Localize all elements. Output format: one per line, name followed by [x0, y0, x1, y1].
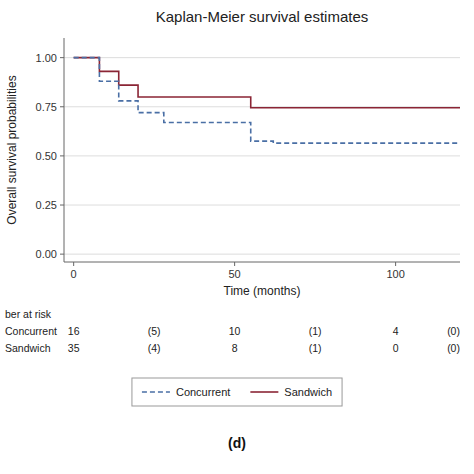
- y-tick: [60, 205, 64, 206]
- subtitle: (d): [228, 435, 246, 451]
- legend: Concurrent Sandwich: [132, 378, 342, 406]
- y-tick-label: 1.00: [36, 52, 57, 64]
- risk-value: 4: [393, 325, 399, 337]
- x-axis-line: [64, 262, 460, 263]
- x-tick: [395, 262, 396, 266]
- y-axis-line: [64, 38, 65, 262]
- risk-value: 35: [68, 342, 80, 354]
- risk-value: (1): [309, 342, 322, 354]
- risk-row-label: Concurrent: [5, 325, 57, 337]
- y-tick: [60, 106, 64, 107]
- risk-value: 16: [68, 325, 80, 337]
- grid-line: [64, 155, 460, 156]
- x-tick: [73, 262, 74, 266]
- grid-line: [64, 254, 460, 255]
- y-tick-label: 0.25: [36, 199, 57, 211]
- legend-box: [132, 378, 342, 406]
- y-tick-label: 0.75: [36, 101, 57, 113]
- grid: [64, 58, 460, 254]
- y-tick-label: 0.50: [36, 150, 57, 162]
- risk-value: (0): [447, 325, 460, 337]
- title: Kaplan-Meier survival estimates: [156, 8, 369, 25]
- risk-row-label: Sandwich: [5, 342, 51, 354]
- survival-line: [74, 58, 460, 108]
- risk-value: (5): [148, 325, 161, 337]
- y-tick-label: 0.00: [36, 248, 57, 260]
- risk-value: 0: [393, 342, 399, 354]
- risk-value: (1): [309, 325, 322, 337]
- y-tick: [60, 155, 64, 156]
- risk-value: (4): [148, 342, 161, 354]
- legend-swatch: [250, 391, 278, 393]
- series-group: [74, 58, 460, 143]
- x-tick-label: 0: [71, 268, 77, 280]
- survival-line: [74, 58, 460, 143]
- x-tick-label: 100: [386, 268, 404, 280]
- risk-value: (0): [447, 342, 460, 354]
- risk-header: ber at risk: [5, 308, 52, 320]
- x-tick-label: 50: [229, 268, 241, 280]
- chart: Kaplan-Meier survival estimates 0.00 0.25 0…: [0, 0, 474, 474]
- risk-value: 10: [229, 325, 241, 337]
- y-tick: [60, 254, 64, 255]
- legend-label: Concurrent: [176, 386, 230, 398]
- legend-label: Sandwich: [284, 386, 332, 398]
- y-tick: [60, 57, 64, 58]
- risk-value: 8: [232, 342, 238, 354]
- y-axis-label: Overall survival probabilities: [5, 75, 19, 224]
- grid-line: [64, 205, 460, 206]
- x-axis-label: Time (months): [224, 284, 301, 298]
- legend-swatch: [142, 391, 170, 393]
- grid-line: [64, 57, 460, 58]
- x-tick: [234, 262, 235, 266]
